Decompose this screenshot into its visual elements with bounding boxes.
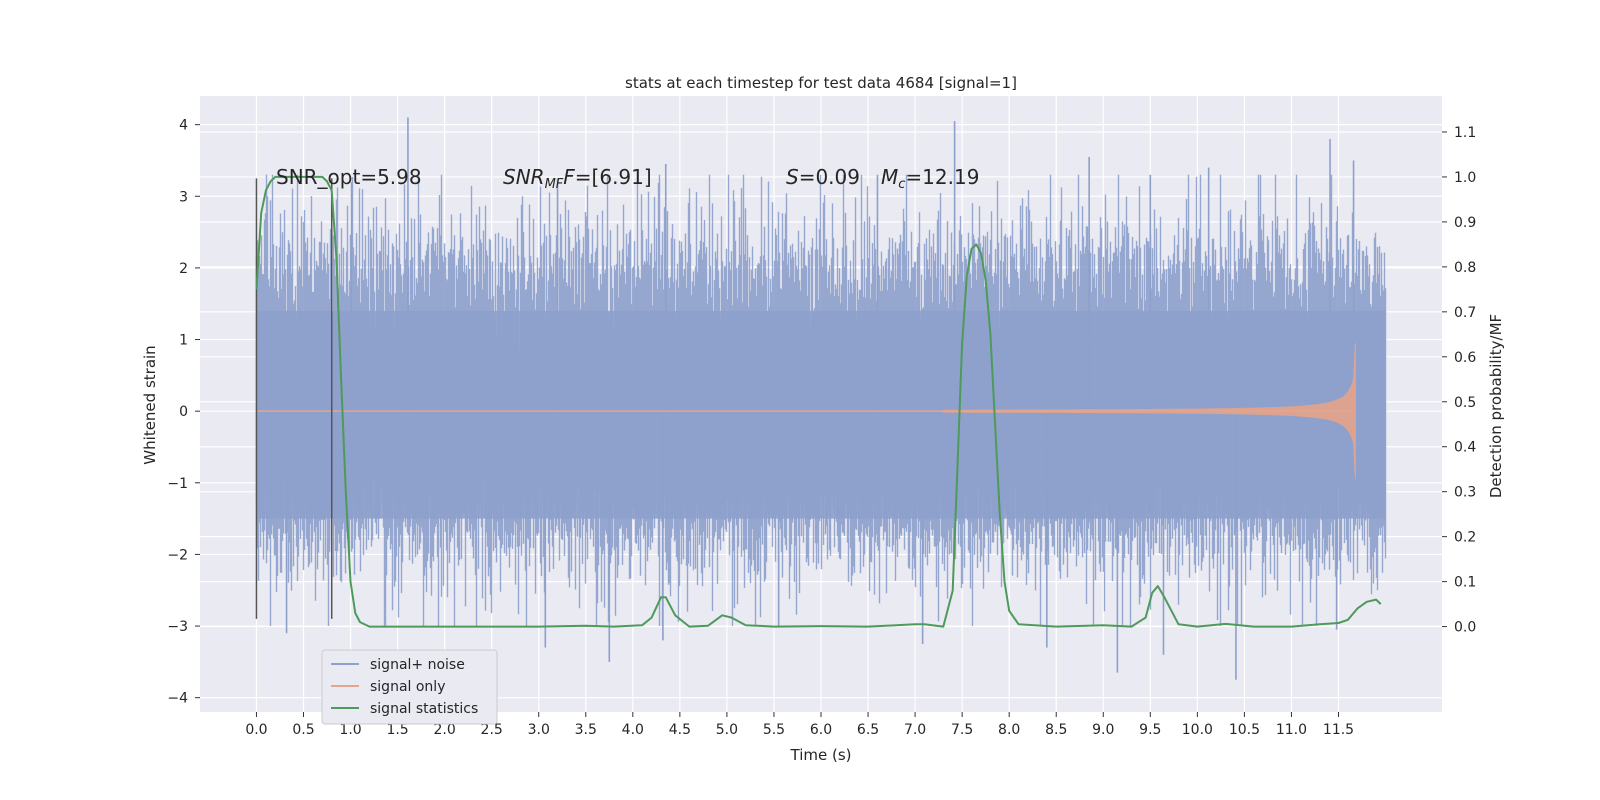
- x-tick-label: 1.0: [339, 722, 361, 738]
- y-left-axis-ticks: −4 −3 −2 −1 0 1 2 3 4: [167, 118, 200, 707]
- x-tick-label: 9.5: [1139, 722, 1161, 738]
- legend: signal+ noise signal only signal statist…: [321, 649, 498, 725]
- x-tick-label: 11.5: [1323, 722, 1354, 738]
- x-tick-label: 10.5: [1229, 722, 1260, 738]
- x-tick-label: 5.5: [763, 722, 785, 738]
- noise-core: [256, 310, 1386, 519]
- series-signal-statistics: [255, 175, 1382, 628]
- annotation-snr-mf: SNRMFF=[6.91]: [503, 165, 652, 192]
- x-tick-label: 6.5: [857, 722, 879, 738]
- y-left-tick-label: −4: [167, 691, 188, 707]
- y-right-tick-label: 0.3: [1454, 485, 1476, 501]
- x-tick-label: 3.0: [528, 722, 550, 738]
- x-tick-label: 4.5: [669, 722, 691, 738]
- x-tick-label: 4.0: [622, 722, 644, 738]
- y-right-tick-label: 0.6: [1454, 350, 1476, 366]
- y-right-tick-label: 0.1: [1454, 575, 1476, 591]
- series-signal-only: [256, 343, 1356, 480]
- y-right-axis-ticks: 0.0 0.1 0.2 0.3 0.4 0.5 0.6 0.7 0.8 0.9 1.0 1.1: [1442, 125, 1476, 636]
- x-axis-label: Time (s): [790, 746, 852, 764]
- x-tick-label: 8.5: [1045, 722, 1067, 738]
- annotation-s: S=0.09: [786, 165, 860, 189]
- y-right-tick-label: 0.9: [1454, 215, 1476, 231]
- legend-label-signal-only: signal only: [370, 679, 445, 695]
- y-right-tick-label: 0.2: [1454, 530, 1476, 546]
- x-axis-ticks: 0.0 0.5 1.0 1.5 2.0 2.5 3.0 3.5 4.0 4.5 5.0 5.5 6.0 6…: [245, 712, 1354, 738]
- annotation-mc-value: =12.19: [905, 165, 979, 189]
- annotation-mc-sub: c: [898, 177, 905, 192]
- annotation-snr-mf-sub: MF: [545, 177, 564, 192]
- y-right-axis-label: Detection probability/MF: [1487, 314, 1505, 498]
- y-right-tick-label: 0.0: [1454, 620, 1476, 636]
- annotation-snr-mf-var: SNR: [503, 165, 545, 189]
- y-left-axis-label: Whitened strain: [141, 345, 159, 464]
- y-right-tick-label: 0.8: [1454, 260, 1476, 276]
- y-right-tick-label: 0.4: [1454, 440, 1476, 456]
- y-left-tick-label: 0: [179, 404, 188, 420]
- x-tick-label: 0.0: [245, 722, 267, 738]
- y-left-tick-label: −3: [167, 619, 188, 635]
- x-tick-label: 9.0: [1092, 722, 1114, 738]
- y-left-tick-label: −2: [167, 547, 188, 563]
- x-tick-label: 7.0: [904, 722, 926, 738]
- y-right-tick-label: 0.7: [1454, 305, 1476, 321]
- chirp-envelope: [942, 343, 1356, 480]
- x-tick-label: 0.5: [292, 722, 314, 738]
- x-tick-label: 1.5: [386, 722, 408, 738]
- y-right-tick-label: 0.5: [1454, 395, 1476, 411]
- x-tick-label: 3.5: [575, 722, 597, 738]
- y-left-tick-label: 3: [179, 189, 188, 205]
- x-tick-label: 11.0: [1276, 722, 1307, 738]
- annotation-s-var: S: [786, 165, 799, 189]
- x-tick-label: 5.0: [716, 722, 738, 738]
- x-tick-label: 8.0: [998, 722, 1020, 738]
- y-left-tick-label: 4: [179, 118, 188, 134]
- series-signal-noise: [255, 117, 1387, 680]
- annotation-snr-mf-f: F: [563, 165, 575, 189]
- y-right-tick-label: 1.1: [1454, 125, 1476, 141]
- y-left-tick-label: 1: [179, 333, 188, 349]
- x-tick-label: 6.0: [810, 722, 832, 738]
- annotation-mc: Mc=12.19: [881, 165, 979, 192]
- statistics-line: [255, 175, 1382, 628]
- x-tick-label: 2.5: [481, 722, 503, 738]
- chart-title: stats at each timestep for test data 468…: [625, 74, 1017, 92]
- legend-label-signal-statistics: signal statistics: [370, 701, 478, 717]
- legend-label-signal-noise: signal+ noise: [370, 657, 465, 673]
- legend-box: [321, 649, 498, 725]
- x-tick-label: 2.0: [434, 722, 456, 738]
- y-left-tick-label: −1: [167, 476, 188, 492]
- marker-lines: [255, 178, 333, 619]
- annotation-snr-mf-value: =[6.91]: [575, 165, 652, 189]
- x-tick-label: 7.5: [951, 722, 973, 738]
- annotation-s-value: =0.09: [799, 165, 860, 189]
- data-area: [255, 117, 1387, 680]
- x-tick-label: 10.0: [1182, 722, 1213, 738]
- annotation-mc-var: M: [881, 165, 898, 189]
- annotation-snr-opt: SNR_opt=5.98: [276, 165, 422, 189]
- y-right-tick-label: 1.0: [1454, 170, 1476, 186]
- y-left-tick-label: 2: [179, 261, 188, 277]
